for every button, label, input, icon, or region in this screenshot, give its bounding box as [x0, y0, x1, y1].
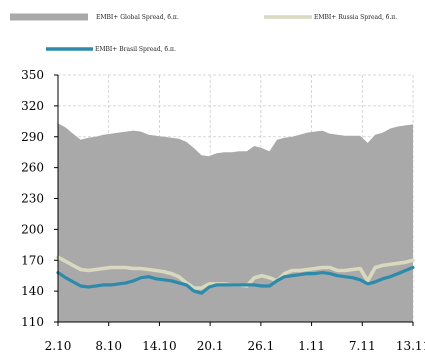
- x-tick-label: 2.10: [45, 339, 72, 353]
- y-tick-label: 230: [21, 192, 44, 206]
- y-tick-label: 200: [21, 222, 44, 236]
- y-tick-label: 110: [21, 315, 44, 329]
- legend-item-brasil: EMBI+ Brasil Spread, б.п.: [46, 46, 176, 53]
- y-tick-label: 290: [21, 130, 44, 144]
- series-area-global: [58, 123, 413, 323]
- x-tick-label: 14.10: [142, 339, 176, 353]
- y-tick-label: 170: [21, 253, 44, 267]
- y-tick-label: 320: [21, 99, 44, 113]
- x-tick-label: 26.1: [247, 339, 274, 353]
- series-layer: [56, 123, 415, 323]
- x-tick-label: 20.1: [197, 339, 224, 353]
- x-tick-label: 8.10: [95, 339, 122, 353]
- series-line-brasil: [56, 265, 415, 295]
- y-tick-label: 260: [21, 161, 44, 175]
- legend-item-global: EMBI+ Global Spread, б.п.: [10, 13, 179, 21]
- legend-label: EMBI+ Global Spread, б.п.: [96, 14, 179, 21]
- legend-label: EMBI+ Russia Spread, б.п.: [314, 14, 397, 21]
- legend-label: EMBI+ Brasil Spread, б.п.: [95, 46, 176, 53]
- x-tick-label: 7.11: [349, 339, 376, 353]
- legend: EMBI+ Global Spread, б.п. EMBI+ Russia Sp…: [10, 13, 397, 53]
- x-axis-ticks: 2.10 8.10 14.10 20.1 26.1 1.11 7.11 13.11: [45, 322, 425, 353]
- legend-item-russia: EMBI+ Russia Spread, б.п.: [264, 14, 397, 21]
- y-tick-label: 140: [21, 284, 44, 298]
- x-tick-label: 13.11: [396, 339, 425, 353]
- x-tick-label: 1.11: [298, 339, 325, 353]
- y-tick-label: 350: [21, 68, 44, 82]
- y-axis-ticks: 110 140 170 200 230 260 290 320 350: [21, 68, 58, 329]
